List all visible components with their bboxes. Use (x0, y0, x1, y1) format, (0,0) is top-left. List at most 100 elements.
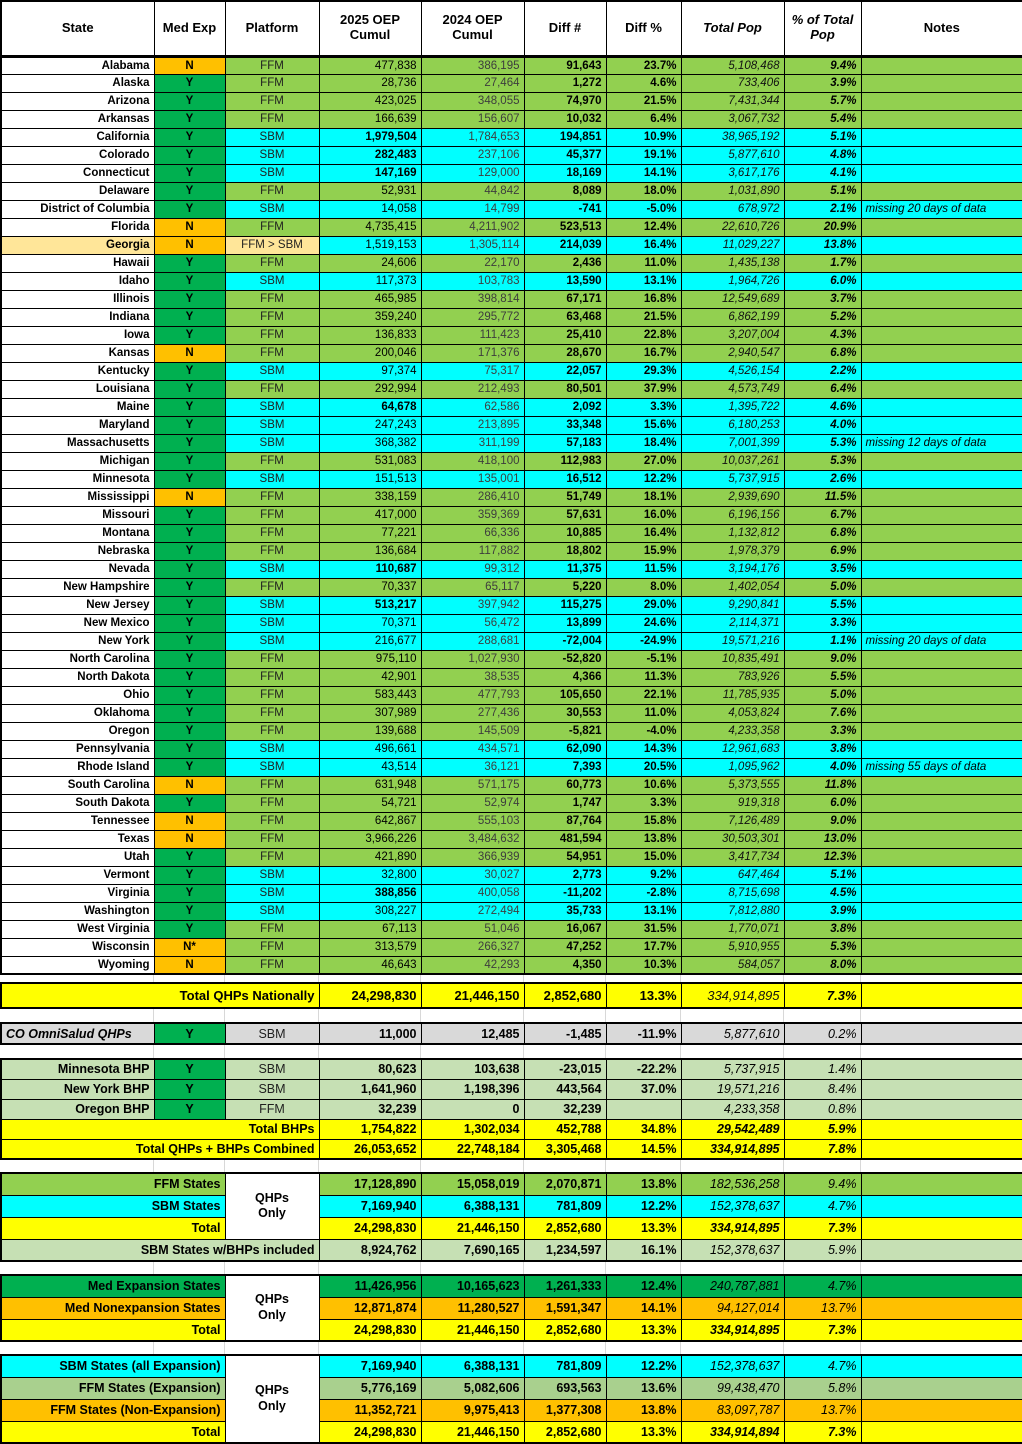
cell-notes (860, 217, 1022, 237)
cell-2024-oep: 156,607 (420, 109, 525, 129)
cell-notes (860, 955, 1022, 975)
cell-diff-pct: 16.4% (605, 523, 682, 543)
cell-pct-total-pop: 7.6% (783, 703, 862, 723)
cell-diff-pct: 20.5% (605, 757, 682, 777)
table-row-state: Washington Y SBM 308,227 272,494 35,733 13.1% 7… (0, 901, 1022, 921)
cell-summary-label: Med Nonexpansion States (0, 1296, 226, 1320)
cell-state-name: Nevada (0, 559, 155, 579)
cell-2024-oep: 272,494 (420, 901, 525, 921)
cell-state-name: Tennessee (0, 811, 155, 831)
cell-state-name: Texas (0, 829, 155, 849)
cell-diff-num: 4,366 (523, 667, 607, 687)
cell-med-exp: Y (153, 361, 226, 381)
cell-med-exp: Y (153, 847, 226, 867)
cell-state-name: Oklahoma (0, 703, 155, 723)
cell-med-exp: Y (153, 559, 226, 579)
cell-notes: missing 20 days of data (860, 631, 1022, 651)
cell-platform: FFM (224, 73, 320, 93)
cell-diff-num: 1,261,333 (523, 1274, 607, 1298)
column-header-pct-total-pop: % of Total Pop (783, 0, 862, 58)
cell-2025-oep: 388,856 (318, 883, 422, 903)
cell-notes (860, 829, 1022, 849)
spacer-cell (318, 1045, 421, 1058)
cell-med-exp: Y (153, 631, 226, 651)
cell-diff-num: -23,015 (523, 1058, 607, 1080)
cell-diff-num: 10,885 (523, 523, 607, 543)
cell-2025-oep: 28,736 (318, 73, 422, 93)
cell-total-pop: 152,378,637 (680, 1238, 785, 1262)
table-row-state: District of Columbia Y SBM 14,058 14,799 -741… (0, 199, 1022, 219)
cell-2025-oep: 43,514 (318, 757, 422, 777)
table-row-state: Alabama N FFM 477,838 386,195 91,643 23.7% 5,10… (0, 55, 1022, 75)
cell-2024-oep: 1,784,653 (420, 127, 525, 147)
cell-pct-total-pop: 4.0% (783, 757, 862, 777)
cell-med-exp: Y (153, 685, 226, 705)
cell-2024-oep: 212,493 (420, 379, 525, 399)
cell-med-exp: Y (153, 379, 226, 399)
cell-med-exp: Y (153, 793, 226, 813)
cell-2025-oep: 531,083 (318, 451, 422, 471)
cell-total-pop: 647,464 (680, 865, 785, 885)
cell-2024-oep: 99,312 (420, 559, 525, 579)
cell-pct-total-pop: 7.3% (783, 982, 862, 1009)
cell-notes (860, 1138, 1022, 1160)
cell-2025-oep: 64,678 (318, 397, 422, 417)
cell-2025-oep: 24,298,830 (318, 1420, 422, 1444)
cell-2025-oep: 216,677 (318, 631, 422, 651)
column-header-2024-oep: 2024 OEP Cumul (420, 0, 525, 58)
cell-2024-oep: 286,410 (420, 487, 525, 507)
table-row-state: Alaska Y FFM 28,736 27,464 1,272 4.6% 733,406 3.… (0, 73, 1022, 93)
cell-diff-pct: 13.8% (605, 1398, 682, 1422)
table-row-bhp: New York BHP Y SBM 1,641,960 1,198,396 443,56… (0, 1078, 1022, 1100)
cell-diff-pct: 16.0% (605, 505, 682, 525)
cell-total-pop: 4,526,154 (680, 361, 785, 381)
cell-2024-oep: 0 (420, 1098, 525, 1120)
spacer-cell (0, 975, 154, 982)
cell-2025-oep: 282,483 (318, 145, 422, 165)
cell-state-name: North Dakota (0, 667, 155, 687)
cell-diff-pct: 24.6% (605, 613, 682, 633)
cell-total-label: Total QHPs Nationally (0, 982, 320, 1009)
cell-notes (860, 451, 1022, 471)
table-row-state: Wisconsin N* FFM 313,579 266,327 47,252 17.7% 5… (0, 937, 1022, 957)
cell-state-name: South Dakota (0, 793, 155, 813)
cell-total-pop: 1,132,812 (680, 523, 785, 543)
cell-pct-total-pop: 1.1% (783, 631, 862, 651)
spacer (0, 1160, 1022, 1172)
cell-state-name: Illinois (0, 289, 155, 309)
cell-2025-oep: 151,513 (318, 469, 422, 489)
table-row-state: Wyoming N FFM 46,643 42,293 4,350 10.3% 584,057… (0, 955, 1022, 975)
spacer-cell (605, 1342, 681, 1354)
cell-platform: FFM (224, 685, 320, 705)
cell-2024-oep: 44,842 (420, 181, 525, 201)
table-row-bhp: Minnesota BHP Y SBM 80,623 103,638 -23,015 -22… (0, 1058, 1022, 1080)
cell-2024-oep: 359,369 (420, 505, 525, 525)
cell-platform: SBM (224, 901, 320, 921)
cell-platform: FFM (224, 55, 320, 75)
bhp-table: Minnesota BHP Y SBM 80,623 103,638 -23,015 -22… (0, 1058, 1022, 1160)
cell-pct-total-pop: 12.3% (783, 847, 862, 867)
platform-summary-table: FFM States QHPs Only 17,128,890 15,058,019 2… (0, 1172, 1022, 1262)
cell-pct-total-pop: 4.8% (783, 145, 862, 165)
spacer-cell (605, 1262, 681, 1274)
cell-med-exp: Y (153, 541, 226, 561)
cell-med-exp: Y (153, 523, 226, 543)
cell-state-name: Nebraska (0, 541, 155, 561)
cell-med-exp: Y (153, 451, 226, 471)
cell-diff-pct: 3.3% (605, 793, 682, 813)
column-header-state: State (0, 0, 155, 58)
cell-med-exp: N (153, 55, 226, 75)
table-row-state: Montana Y FFM 77,221 66,336 10,885 16.4% 1,132,… (0, 523, 1022, 543)
cell-diff-num: 2,852,680 (523, 1420, 607, 1444)
cell-pct-total-pop: 7.3% (783, 1420, 862, 1444)
cell-state-name: Iowa (0, 325, 155, 345)
cell-notes (860, 775, 1022, 795)
cell-diff-pct: 12.4% (605, 217, 682, 237)
cell-notes (860, 1398, 1022, 1422)
cell-2025-oep: 24,298,830 (318, 982, 422, 1009)
cell-diff-pct: 13.6% (605, 1376, 682, 1400)
cell-diff-num: 13,899 (523, 613, 607, 633)
cell-diff-pct: -22.2% (605, 1058, 682, 1080)
cell-notes (860, 1238, 1022, 1262)
cell-2024-oep: 295,772 (420, 307, 525, 327)
